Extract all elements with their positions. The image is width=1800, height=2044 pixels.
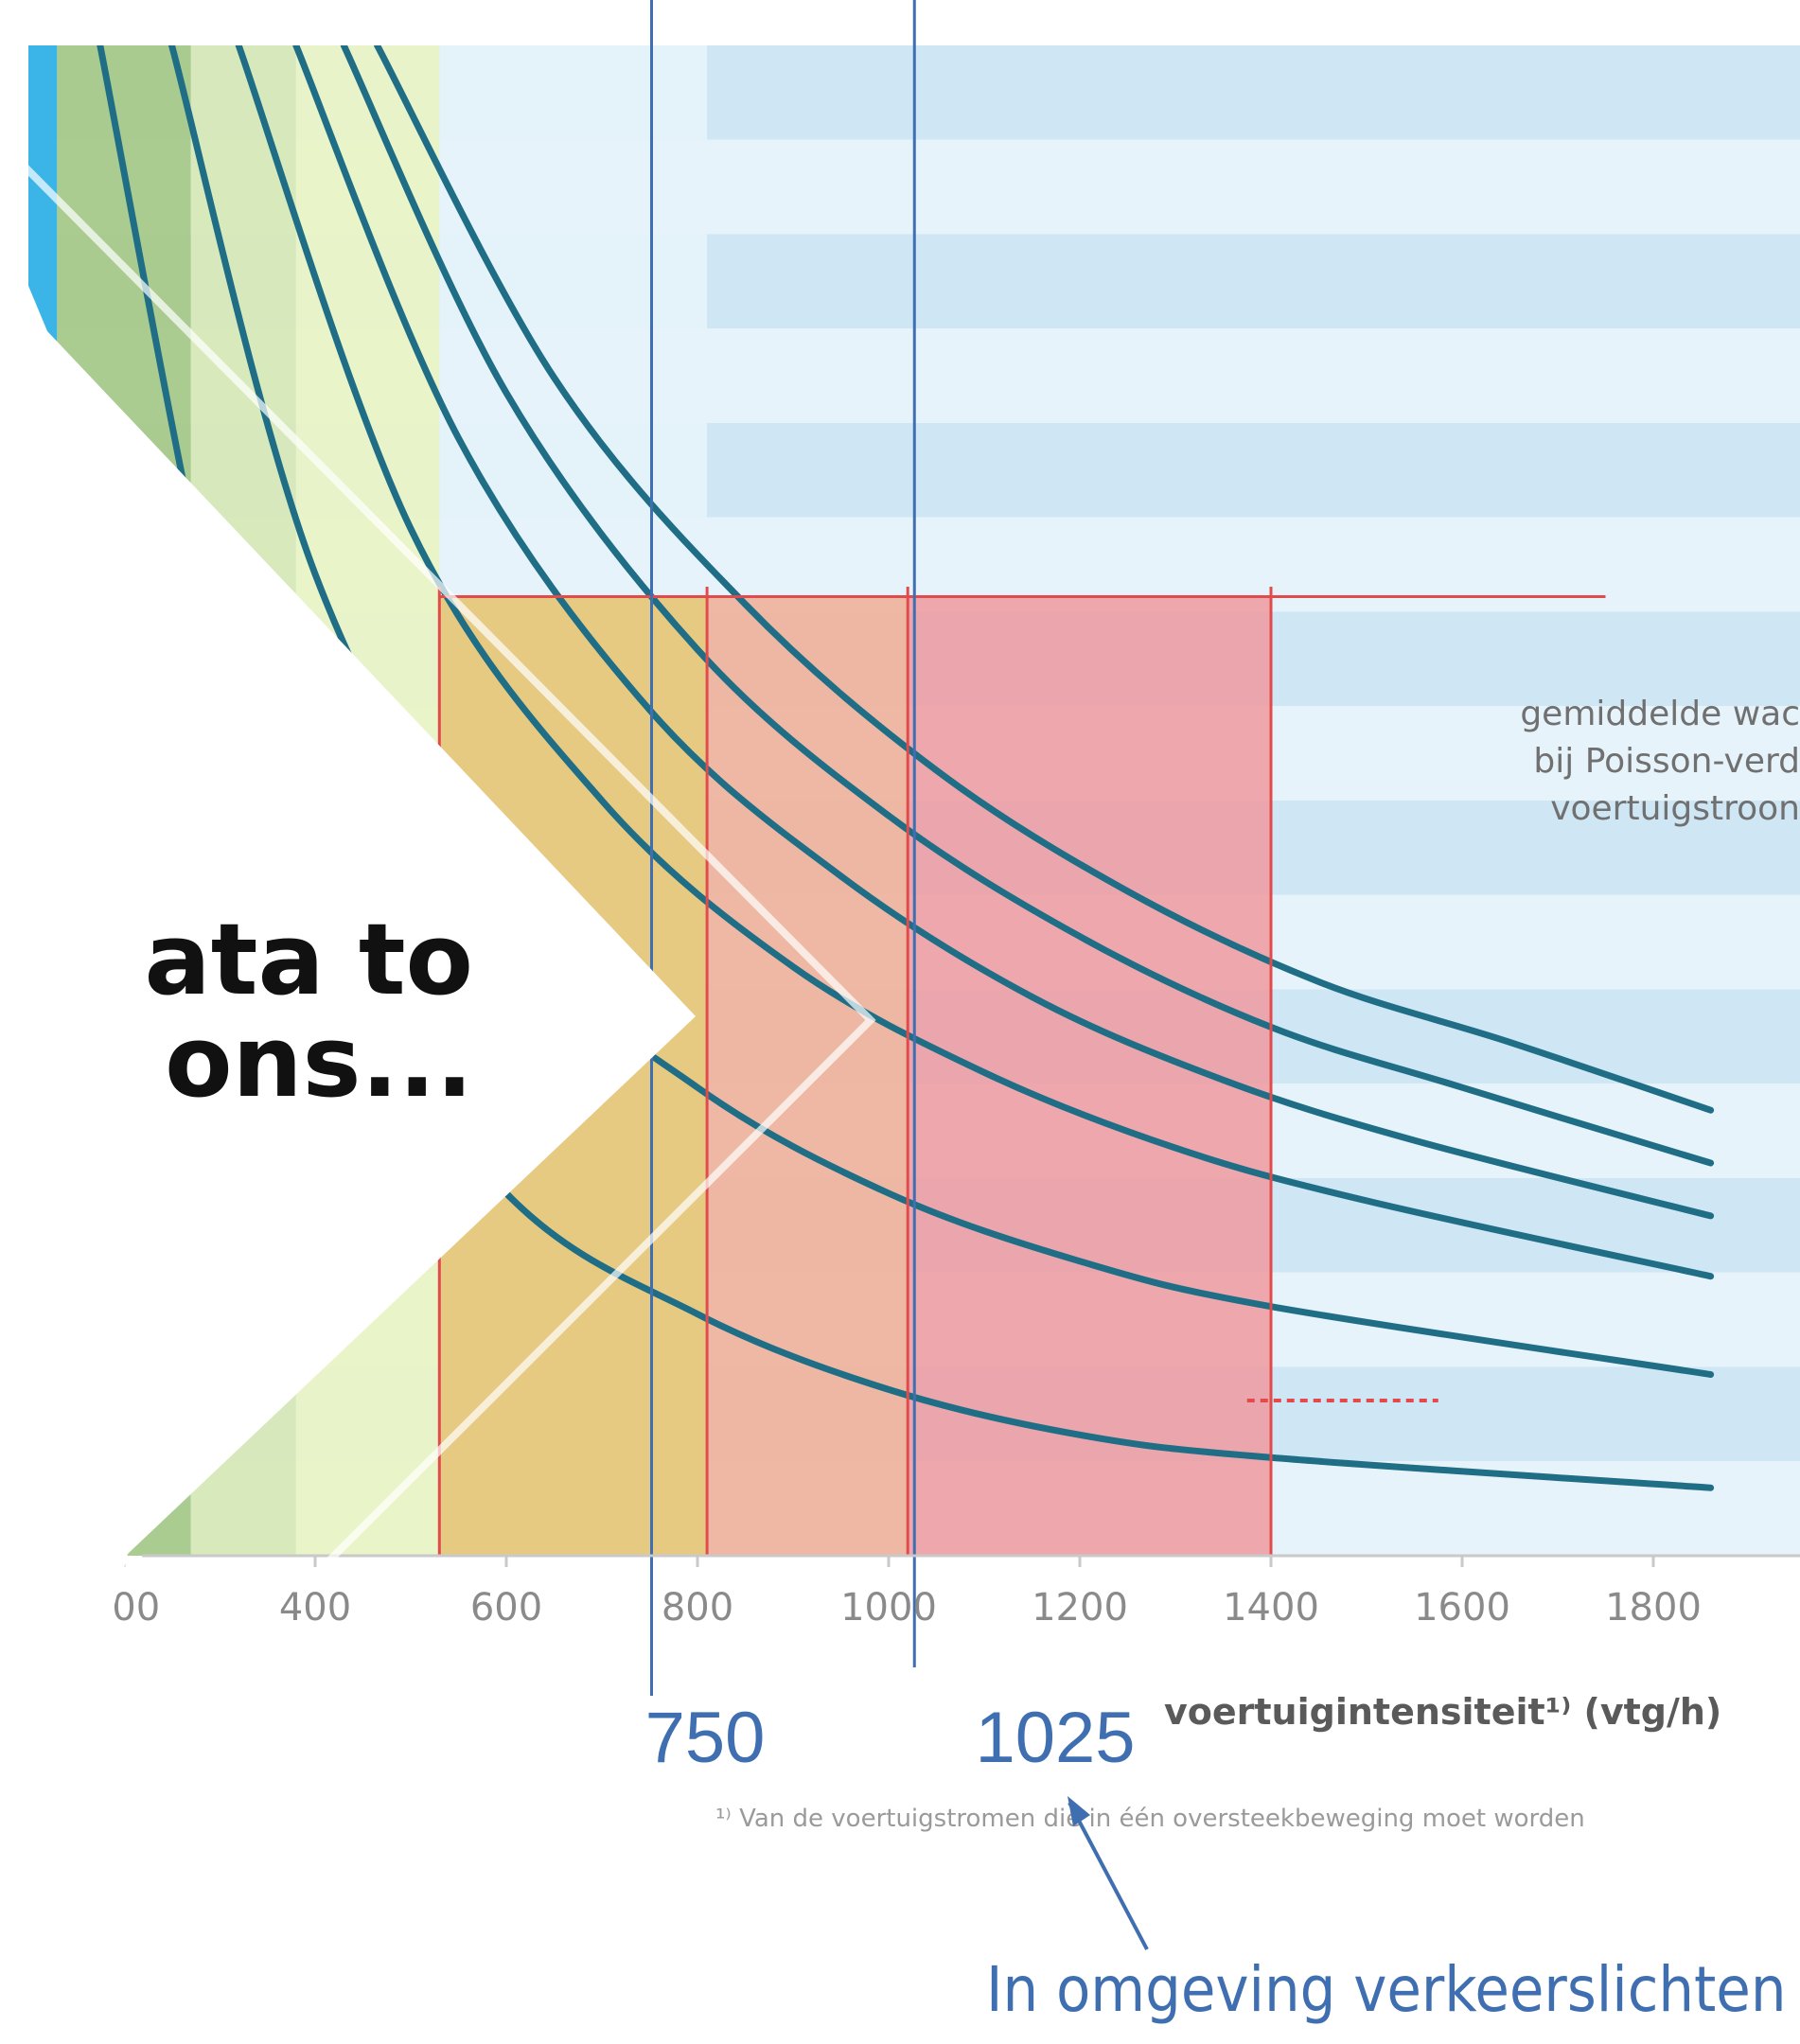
x-tick-label: 1200 [1032,1586,1128,1630]
chevron-outline [16,158,876,1569]
highlight-value-1025: 1025 [975,1698,1135,1778]
arrow-head [1068,1796,1090,1826]
arrow-line [1068,1802,1149,1950]
annotation-line-3: voertuigstroon [1550,789,1800,828]
x-axis-title: voertuigintensiteit¹⁾ (vtg/h) [1164,1691,1721,1733]
curve-series-5 [340,45,1715,1167]
x-tick-label: 1000 [840,1586,937,1630]
x-tick-label: 1800 [1605,1586,1702,1630]
slide-title: ata to ons... [0,908,473,1113]
x-tick-label: 600 [470,1586,542,1630]
x-tick-label: 1600 [1414,1586,1510,1630]
slide-title-line-1: ata to [144,908,473,1017]
highlight-value-750: 750 [645,1698,766,1778]
reference-lines [437,0,1606,1696]
curve-series-3 [235,45,1715,1280]
slide-title-line-2: ons... [165,1004,473,1113]
bottom-note: In omgeving verkeerslichten m [986,1953,1800,2026]
chevron-white-shape [0,218,696,2044]
x-axis-ticks: 200 400 600 800 1000 1200 1400 1600 1800 [88,1554,1800,1630]
x-tick-label: 1400 [1223,1586,1319,1630]
x-tick-label: 400 [279,1586,351,1630]
zone-salmon [707,596,909,1556]
annotation-line-2: bij Poisson-verd [1533,742,1800,781]
curve-series-6 [374,45,1715,1114]
curve-series-4 [292,45,1715,1220]
chart-footnote: ¹⁾ Van de voertuigstromen die in één ove… [715,1805,1585,1833]
x-tick-label: 800 [662,1586,733,1630]
chevron-overlay [0,158,876,2044]
annotation-line-1: gemiddelde wac [1520,695,1800,733]
